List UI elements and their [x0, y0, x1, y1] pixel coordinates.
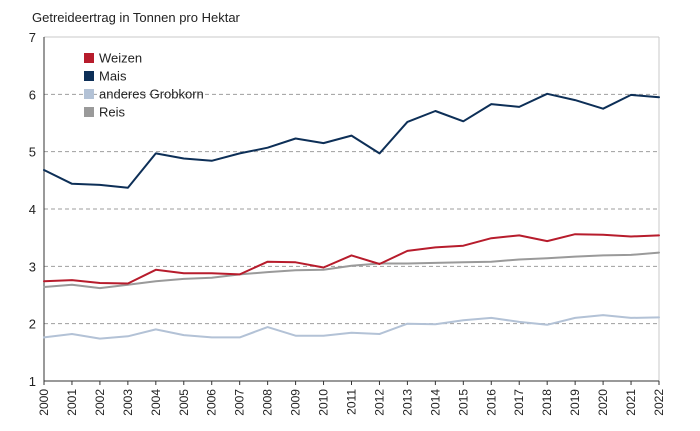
x-tick-label: 2020: [596, 389, 610, 416]
y-tick-label: 5: [29, 145, 36, 160]
y-tick-label: 2: [29, 317, 36, 332]
x-tick-label: 2004: [149, 389, 163, 416]
x-tick-label: 2003: [121, 389, 135, 416]
series-line-mais: [43, 92, 660, 189]
y-axis-label: Getreideertrag in Tonnen pro Hektar: [32, 10, 241, 25]
x-tick-label: 2009: [289, 389, 303, 416]
legend-swatch: [84, 89, 94, 99]
x-tick-label: 2021: [624, 389, 638, 416]
legend-label: anderes Grobkorn: [99, 87, 204, 102]
x-tick-label: 2022: [652, 389, 666, 416]
y-tick-label: 1: [29, 374, 36, 389]
legend: Weizen Mais anderes Grobkorn Reis: [84, 51, 204, 120]
x-tick-label: 2011: [345, 389, 359, 415]
y-tick-label: 3: [29, 259, 36, 274]
series-line-reis: [43, 251, 660, 290]
y-ticks: 1 2 3 4 5 6 7: [29, 30, 36, 389]
x-tick-label: 2012: [372, 389, 386, 416]
legend-label: Weizen: [99, 51, 142, 66]
x-tick-label: 2007: [233, 389, 247, 416]
x-tick-label: 2013: [400, 389, 414, 416]
x-ticks: 2000 2001 2002 2003 2004 2005 2006 2007 2008 2009…: [37, 381, 666, 416]
x-tick-label: 2018: [540, 389, 554, 416]
x-tick-label: 2017: [512, 389, 526, 416]
y-tick-label: 4: [29, 202, 36, 217]
x-tick-label: 2010: [317, 389, 331, 416]
x-tick-label: 2001: [65, 389, 79, 416]
grid: [44, 93, 659, 325]
x-tick-label: 2005: [177, 389, 191, 416]
series-lines: [43, 92, 660, 340]
y-tick-label: 7: [29, 30, 36, 45]
legend-swatch: [84, 71, 94, 81]
legend-label: Mais: [99, 69, 127, 84]
x-tick-label: 2015: [456, 389, 470, 416]
x-tick-label: 2006: [205, 389, 219, 416]
x-tick-label: 2016: [484, 389, 498, 416]
legend-label: Reis: [99, 105, 126, 120]
x-tick-label: 2019: [568, 389, 582, 416]
x-tick-label: 2000: [37, 389, 51, 416]
x-tick-label: 2008: [261, 389, 275, 416]
legend-swatch: [84, 53, 94, 63]
x-tick-label: 2014: [428, 389, 442, 416]
y-tick-label: 6: [29, 87, 36, 102]
legend-swatch: [84, 107, 94, 117]
series-line-weizen: [43, 233, 660, 285]
x-tick-label: 2002: [93, 389, 107, 416]
series-line-anderes-grobkorn: [43, 314, 660, 340]
